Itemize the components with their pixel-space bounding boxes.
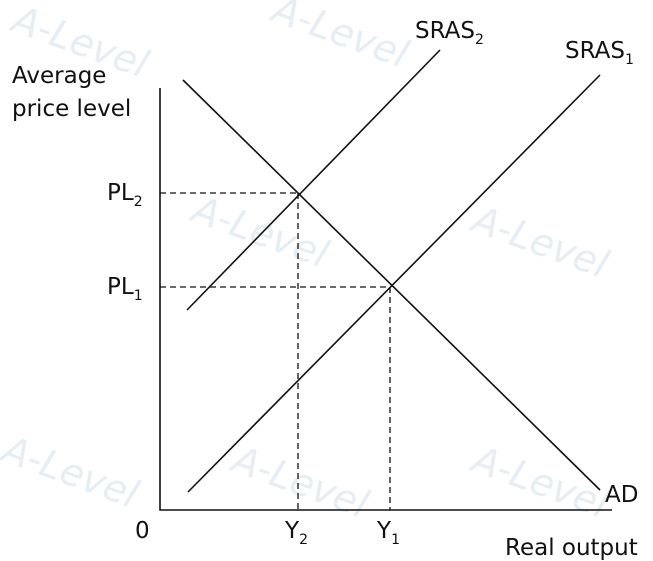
label-part: PL <box>107 180 134 206</box>
sras1-curve <box>187 74 601 493</box>
sras2-curve <box>186 49 441 311</box>
label-part: SRAS <box>415 18 475 44</box>
axes <box>159 88 612 511</box>
watermark: A-Level <box>264 0 414 77</box>
price-label: PL2 <box>107 180 143 210</box>
y-axis-label: Average <box>12 63 106 89</box>
x-axis-label: Real output <box>505 535 638 561</box>
curve-label: SRAS1 <box>565 38 634 68</box>
subscript: 2 <box>475 32 484 48</box>
curve-label: AD <box>605 482 638 508</box>
price-label: PL1 <box>107 274 143 304</box>
label-part: PL <box>107 274 134 300</box>
curve-label: SRAS2 <box>415 18 484 48</box>
subscript: 1 <box>134 288 143 304</box>
label-part: Y <box>376 518 392 544</box>
output-label: Y2 <box>284 518 308 548</box>
watermark: A-Level <box>0 426 145 517</box>
origin-label: 0 <box>135 518 150 544</box>
watermark: A-Level <box>464 196 614 287</box>
label-part: SRAS <box>565 38 625 64</box>
output-label: Y1 <box>376 518 400 548</box>
subscript: 1 <box>391 532 400 548</box>
watermark: A-Level <box>184 186 334 277</box>
subscript: 2 <box>134 194 143 210</box>
subscript: 1 <box>625 52 634 68</box>
y-axis-label: price level <box>12 96 131 122</box>
watermark: A-Level <box>224 436 374 527</box>
subscript: 2 <box>299 532 308 548</box>
label-part: Y <box>284 518 300 544</box>
